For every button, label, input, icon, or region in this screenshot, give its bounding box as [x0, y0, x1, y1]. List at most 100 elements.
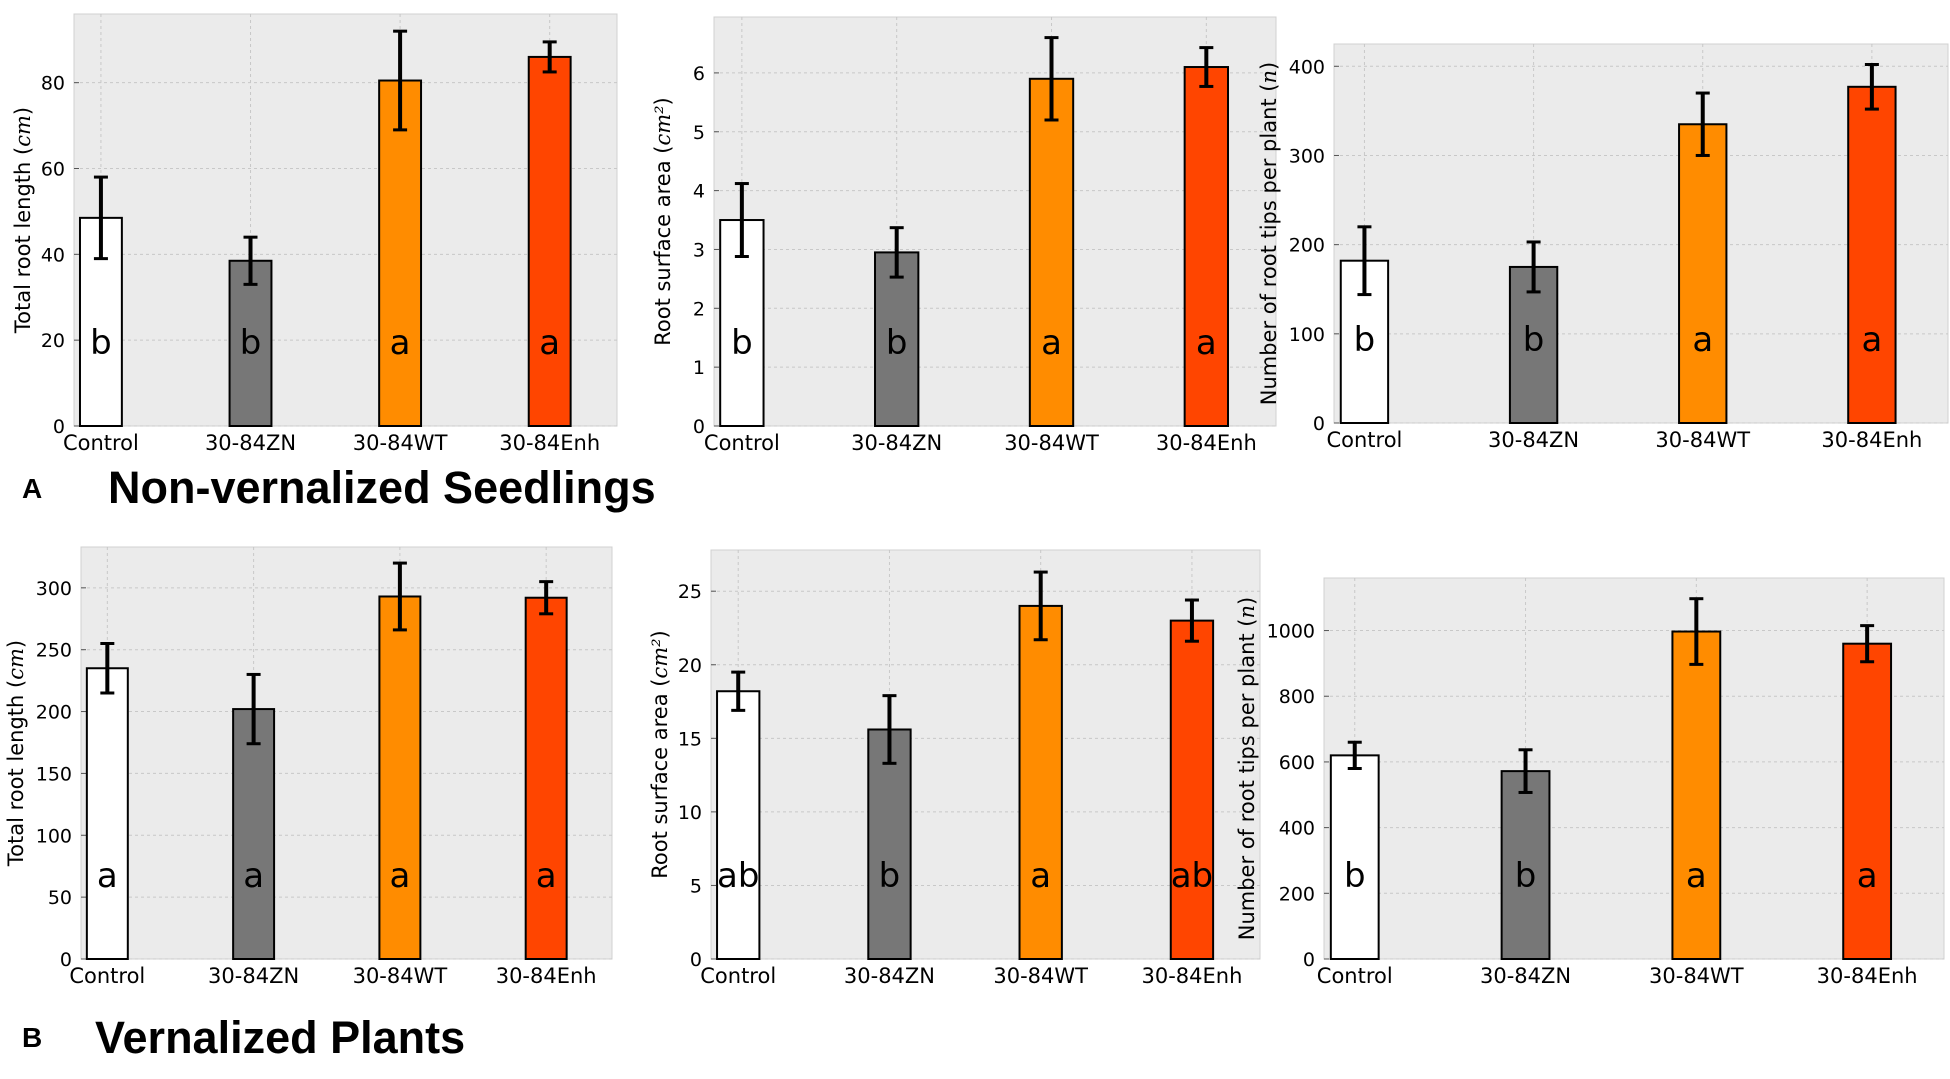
y-tick-label: 150: [36, 763, 72, 785]
bar-Control: [1329, 754, 1380, 960]
bar-30-84ZN: [228, 259, 273, 428]
y-tick-label: 2: [693, 298, 705, 320]
x-tick-label: 30-84WT: [1655, 428, 1750, 452]
chart-1: 0 20 40 60 80 b Control b 30-84ZN a 30-84WT a 30-84E…: [11, 13, 618, 455]
x-tick-label: Control: [700, 964, 776, 988]
y-tick-label: 100: [36, 825, 72, 847]
y-tick-label: 80: [41, 73, 65, 95]
y-axis-label-close: ): [4, 640, 28, 648]
y-axis-label-close: ): [1257, 62, 1281, 70]
y-axis-label: Number of root tips per plant (n): [1235, 597, 1259, 940]
y-axis-label-text: Total root length (: [11, 147, 35, 334]
x-tick-label: 30-84WT: [353, 964, 448, 988]
x-tick-label: 30-84Enh: [1817, 964, 1918, 988]
significance-letter: ab: [717, 856, 759, 896]
bar-30-84Enh: [527, 55, 572, 428]
y-axis-label-close: ): [651, 97, 675, 105]
x-tick-label: 30-84Enh: [496, 964, 597, 988]
significance-letter: a: [1030, 856, 1051, 896]
plot-area: [710, 549, 1261, 960]
y-tick-label: 6: [693, 63, 705, 85]
bar-Control: [716, 690, 761, 961]
y-tick-label: 600: [1279, 752, 1315, 774]
bar-30-84WT: [1671, 630, 1722, 960]
y-tick-label: 800: [1279, 686, 1315, 708]
y-axis-label-text: Root surface area (: [648, 679, 672, 879]
y-tick-label: 0: [1313, 413, 1325, 435]
y-axis-label: Root surface area (cm²): [648, 630, 672, 879]
y-tick-label: 0: [53, 416, 65, 438]
y-tick-label: 400: [1289, 56, 1325, 78]
bar-30-84WT: [1018, 604, 1063, 961]
y-tick-label: 0: [693, 416, 705, 438]
x-tick-label: 30-84ZN: [208, 964, 299, 988]
x-tick-label: Control: [1317, 964, 1393, 988]
x-tick-label: Control: [63, 431, 139, 455]
significance-letter: a: [1196, 323, 1217, 363]
y-axis-label-close: ): [1235, 597, 1259, 605]
y-tick-label: 400: [1279, 818, 1315, 840]
y-tick-label: 200: [1289, 235, 1325, 257]
significance-letter: b: [1515, 856, 1537, 896]
significance-letter: a: [1692, 320, 1713, 360]
y-axis-label-text: Root surface area (: [651, 146, 675, 346]
bar-30-84Enh: [1169, 619, 1215, 960]
y-axis-label-text: Total root length (: [4, 680, 28, 867]
plot-area: [1333, 43, 1949, 424]
chart-2: 0 1 2 3 4 5 6 b Control b 30-84ZN a 30-84WT a 30-84Enh…: [651, 16, 1277, 455]
x-tick-label: 30-84Enh: [1156, 431, 1257, 455]
significance-letter: a: [1861, 320, 1882, 360]
significance-letter: b: [886, 323, 908, 363]
significance-letter: ab: [1171, 856, 1213, 896]
bar-Control: [85, 667, 129, 961]
x-tick-label: 30-84ZN: [851, 431, 942, 455]
x-tick-label: 30-84WT: [1004, 431, 1099, 455]
x-tick-label: Control: [704, 431, 780, 455]
y-axis-label-unit: cm: [11, 115, 35, 147]
bar-30-84WT: [1028, 77, 1075, 427]
y-axis-label-unit: cm²: [648, 638, 672, 678]
significance-letter: a: [390, 323, 411, 363]
significance-letter: a: [389, 856, 410, 896]
y-tick-label: 250: [36, 640, 72, 662]
y-tick-label: 50: [48, 887, 72, 909]
y-axis-label-unit: cm: [4, 648, 28, 680]
significance-letter: a: [1686, 856, 1707, 896]
y-tick-label: 40: [41, 244, 65, 266]
y-axis-label-text: Number of root tips per plant (: [1257, 83, 1281, 405]
y-tick-label: 1: [693, 357, 705, 379]
significance-letter: a: [97, 856, 118, 896]
x-tick-label: 30-84WT: [993, 964, 1088, 988]
x-tick-label: 30-84ZN: [205, 431, 296, 455]
y-axis-label: Number of root tips per plant (n): [1257, 62, 1281, 405]
y-tick-label: 0: [690, 949, 702, 971]
bar-30-84ZN: [867, 728, 912, 960]
bar-30-84WT: [1678, 123, 1728, 425]
chart-3: 0 100 200 300 400 b Control b 30-84ZN a 30-84WT a 30…: [1257, 43, 1949, 452]
x-tick-label: 30-84Enh: [1141, 964, 1242, 988]
significance-letter: b: [1344, 856, 1366, 896]
x-tick-label: 30-84ZN: [844, 964, 935, 988]
y-axis-label: Total root length (cm): [4, 640, 28, 867]
bar-30-84Enh: [1183, 66, 1230, 428]
y-tick-label: 0: [1303, 949, 1315, 971]
x-tick-label: 30-84Enh: [499, 431, 600, 455]
x-tick-label: 30-84Enh: [1821, 428, 1922, 452]
x-tick-label: 30-84WT: [1649, 964, 1744, 988]
panel-letter-b: B: [22, 1022, 43, 1053]
bar-30-84ZN: [232, 708, 276, 960]
y-tick-label: 100: [1289, 324, 1325, 346]
chart-4: 0 50 100 150 200 250 300 a Control a 30-84ZN a 30-84…: [4, 546, 613, 988]
y-tick-label: 10: [678, 802, 702, 824]
bar-30-84WT: [378, 595, 422, 960]
significance-letter: a: [1041, 323, 1062, 363]
y-tick-label: 4: [693, 181, 705, 203]
plot-area: [80, 546, 613, 960]
y-tick-label: 20: [41, 330, 65, 352]
bar-30-84Enh: [524, 596, 568, 961]
y-tick-label: 200: [1279, 883, 1315, 905]
significance-letter: a: [1857, 856, 1878, 896]
significance-letter: b: [1354, 320, 1376, 360]
y-tick-label: 5: [693, 122, 705, 144]
